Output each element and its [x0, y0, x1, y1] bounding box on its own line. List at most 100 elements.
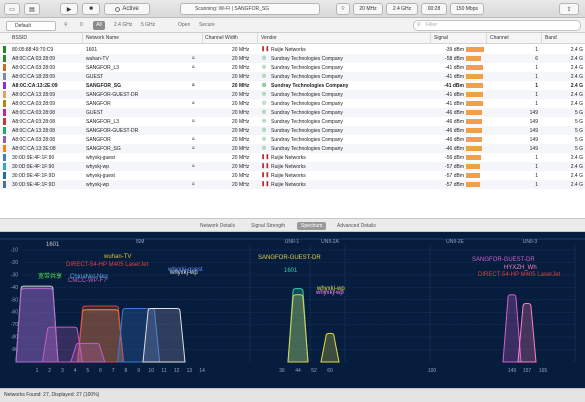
tab-spectrum[interactable]: Spectrum: [297, 222, 327, 230]
header-channel-width[interactable]: Channel Width: [205, 35, 238, 41]
share-button[interactable]: ⇪: [559, 3, 579, 15]
band-cell: 2.4 G: [570, 100, 583, 107]
funnel-icon[interactable]: ⚲: [64, 22, 68, 28]
channel-cell: 1: [535, 154, 538, 161]
column-divider: [486, 33, 487, 44]
channel-width-cell: 20 MHz: [232, 100, 250, 107]
signal-cell: -56 dBm: [445, 154, 464, 161]
table-row[interactable]: A8:0C:CA:03:28:08 GUEST 20 MHz ◎ Sundray Tec…: [0, 108, 585, 117]
profile-select[interactable]: Default: [6, 21, 56, 31]
channel-width-value: 20 MHz: [359, 6, 377, 12]
detail-tabs: Network Details Signal Strength Spectrum…: [0, 218, 585, 232]
signal-cell: -57 dBm: [445, 181, 464, 188]
network-label: HYXZH_Wh: [504, 265, 537, 271]
channel-cell: 6: [535, 55, 538, 62]
vendor-cell: Ruijie Networks: [271, 46, 306, 53]
play-button[interactable]: ▶: [60, 3, 78, 15]
time-display[interactable]: 00:28: [421, 3, 447, 15]
header-bssid[interactable]: BSSID: [12, 35, 28, 41]
channel-cell: 149: [529, 127, 538, 134]
bssid-cell: A8:0C:CA:13:2E:09: [12, 82, 58, 89]
vendor-cell: Sundray Technologies Company: [271, 100, 343, 107]
sidebar-icon: ▭: [9, 6, 15, 13]
table-row[interactable]: 30:0D:9E:4F:1F:90 whyxkj-guest 20 MHz ❚❚ Rui…: [0, 153, 585, 162]
filter-all-button[interactable]: All: [93, 21, 105, 30]
filter-input[interactable]: ⚲ Filter: [413, 20, 581, 31]
column-divider: [202, 33, 203, 44]
lock-icon: 🔒︎: [192, 100, 195, 106]
header-band[interactable]: Band: [545, 35, 557, 41]
signal-bar: [466, 182, 480, 187]
network-label: whyxkj-wp: [169, 270, 198, 276]
filter-5ghz[interactable]: 5 GHz: [141, 22, 156, 28]
table-row[interactable]: A8:0C:CA:13:2E:09 SANGFOR_SG 🔒︎ 20 MHz ◎ Sund…: [0, 81, 585, 90]
filter-bar: Default ⚲ 0 All 2.4 GHz 5 GHz Open Secur…: [0, 18, 585, 33]
header-vendor[interactable]: Vendor: [261, 35, 277, 41]
filter-24ghz[interactable]: 2.4 GHz: [114, 22, 133, 28]
lock-icon: 🔒︎: [192, 64, 195, 70]
network-label: whyxkj-wp: [316, 286, 345, 292]
channel-width-display[interactable]: 20 MHz: [353, 3, 383, 15]
lock-icon: 🔒︎: [192, 55, 195, 61]
network-name-cell: whyxkj-wp: [86, 163, 110, 170]
bssid-cell: A8:0C:CA:18:28:09: [12, 73, 56, 80]
active-toggle[interactable]: Active: [104, 3, 150, 15]
lock-icon: 🔒︎: [192, 145, 195, 151]
signal-cell: -46 dBm: [445, 109, 464, 116]
table-row[interactable]: A8:0C:CA:13:28:09 SANGFOR-GUEST-DR 20 MHz ◎…: [0, 90, 585, 99]
channel-width-cell: 20 MHz: [232, 64, 250, 71]
table-row[interactable]: A8:0C:CA:13:28:08 SANGFOR-GUEST-DR 20 MHz ◎…: [0, 126, 585, 135]
signal-cell: -57 dBm: [445, 172, 464, 179]
table-row[interactable]: 30:0D:9E:4F:1F:90 whyxkj-wp 🔒︎ 20 MHz ❚❚ Ruij…: [0, 162, 585, 171]
header-signal[interactable]: Signal: [434, 35, 448, 41]
band-cell: 5 G: [574, 118, 583, 125]
sidebar-toggle-button[interactable]: ▭: [4, 3, 20, 15]
table-row[interactable]: A8:0C:CA:03:28:09 SANGFOR_L3 🔒︎ 20 MHz ◎ Sund…: [0, 63, 585, 72]
network-name-cell: SANGFOR-GUEST-DR: [86, 127, 139, 134]
table-row[interactable]: A8:0C:CA:03:28:08 SANGFOR 🔒︎ 20 MHz ◎ Sundray…: [0, 135, 585, 144]
channel-cell: 1: [535, 163, 538, 170]
signal-cell: -41 dBm: [445, 100, 464, 107]
bssid-cell: A8:0C:CA:13:28:08: [12, 127, 56, 134]
signal-cell: -46 dBm: [445, 127, 464, 134]
table-row[interactable]: A8:0C:CA:03:28:09 SANGFOR 🔒︎ 20 MHz ◎ Sundray…: [0, 99, 585, 108]
rate-display[interactable]: 150 Mbps: [450, 3, 484, 15]
network-color-swatch: [3, 64, 6, 71]
table-row[interactable]: 30:0D:9E:4F:1F:9D whyxkj-guest 20 MHz ❚❚ Rui…: [0, 171, 585, 180]
vendor-cell: Sundray Technologies Company: [271, 118, 343, 125]
network-color-swatch: [3, 91, 6, 98]
channel-cell: 1: [535, 91, 538, 98]
signal-icon-button[interactable]: ⌔: [336, 3, 350, 15]
signal-bar: [466, 164, 480, 169]
table-row[interactable]: A8:0C:CA:13:2E:08 SANGFOR_SG 🔒︎ 20 MHz ◎ Sund…: [0, 144, 585, 153]
filter-secure[interactable]: Secure: [199, 22, 215, 28]
network-color-swatch: [3, 55, 6, 62]
tab-advanced-details[interactable]: Advanced Details: [337, 223, 376, 229]
table-row[interactable]: A8:0C:CA:18:28:09 GUEST 20 MHz ◎ Sundray Tec…: [0, 72, 585, 81]
vendor-cell: Sundray Technologies Company: [271, 136, 343, 143]
table-row[interactable]: A8:0C:CA:03:28:09 wuhan-TV 🔒︎ 20 MHz ◎ Sundra…: [0, 54, 585, 63]
signal-bar: [466, 146, 482, 151]
column-divider: [257, 33, 258, 44]
table-row[interactable]: A8:0C:CA:03:28:08 SANGFOR_L3 🔒︎ 20 MHz ◎ Sund…: [0, 117, 585, 126]
stop-button[interactable]: ■: [82, 3, 100, 15]
network-label: SANGFOR-GUEST-DR: [472, 257, 535, 263]
network-signal-shape: [41, 326, 83, 363]
filter-open[interactable]: Open: [178, 22, 191, 28]
table-row[interactable]: 80:05:88:49:70:C9 1601 20 MHz ❚❚ Ruijie Netw…: [0, 45, 585, 54]
ruijie-logo-icon: ❚❚: [261, 163, 270, 169]
network-label: CMCC-WP-F7: [68, 278, 107, 284]
bssid-cell: 30:0D:9E:4F:1F:90: [12, 163, 55, 170]
signal-bar: [466, 83, 483, 88]
header-network-name[interactable]: Network Name: [86, 35, 120, 41]
band-cell: 2.4 G: [570, 163, 583, 170]
channel-cell: 1: [535, 82, 538, 89]
tab-network-details[interactable]: Network Details: [200, 223, 236, 229]
header-channel[interactable]: Channel: [490, 35, 509, 41]
table-row[interactable]: 30:0D:9E:4F:1F:9D whyxkj-wp 🔒︎ 20 MHz ❚❚ Ruij…: [0, 180, 585, 189]
tab-signal-strength[interactable]: Signal Strength: [251, 223, 286, 229]
network-color-swatch: [3, 82, 6, 89]
band-display[interactable]: 2.4 GHz: [386, 3, 418, 15]
filter-placeholder: Filter: [426, 22, 438, 28]
columns-button[interactable]: ▤: [24, 3, 40, 15]
